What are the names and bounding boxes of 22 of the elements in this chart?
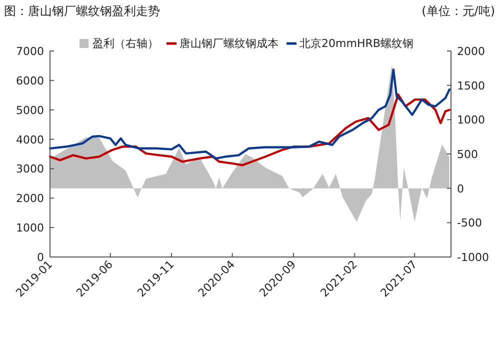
y2-tick-label: -500	[457, 216, 482, 230]
y-tick-label: 0	[37, 251, 44, 264]
y-tick-label: 2000	[16, 192, 44, 206]
y-tick-label: 5000	[16, 104, 44, 117]
y-tick-label: 6000	[16, 74, 44, 88]
y2-tick-label: 1000	[457, 114, 485, 127]
legend-label: 北京20mmHRB螺纹钢	[300, 37, 414, 50]
y2-tick-label: 500	[457, 148, 478, 161]
y2-tick-label: -1000	[457, 251, 489, 264]
y-tick-label: 3000	[16, 162, 44, 176]
chart-title: 图：唐山钢厂螺纹钢盈利走势	[4, 4, 160, 18]
y-tick-label: 7000	[16, 45, 44, 58]
chart-subtitle: (单位：元/吨)	[422, 4, 495, 18]
y-tick-label: 4000	[16, 133, 44, 146]
legend-label: 盈利（右轴）	[92, 37, 159, 50]
y2-tick-label: 0	[457, 182, 464, 196]
legend-label: 唐山钢厂螺纹钢成本	[180, 37, 279, 50]
line-series	[48, 93, 450, 166]
y-tick-label: 1000	[16, 222, 44, 235]
y2-tick-label: 1500	[457, 79, 485, 92]
line-series	[48, 68, 450, 160]
y2-tick-label: 2000	[457, 45, 485, 58]
